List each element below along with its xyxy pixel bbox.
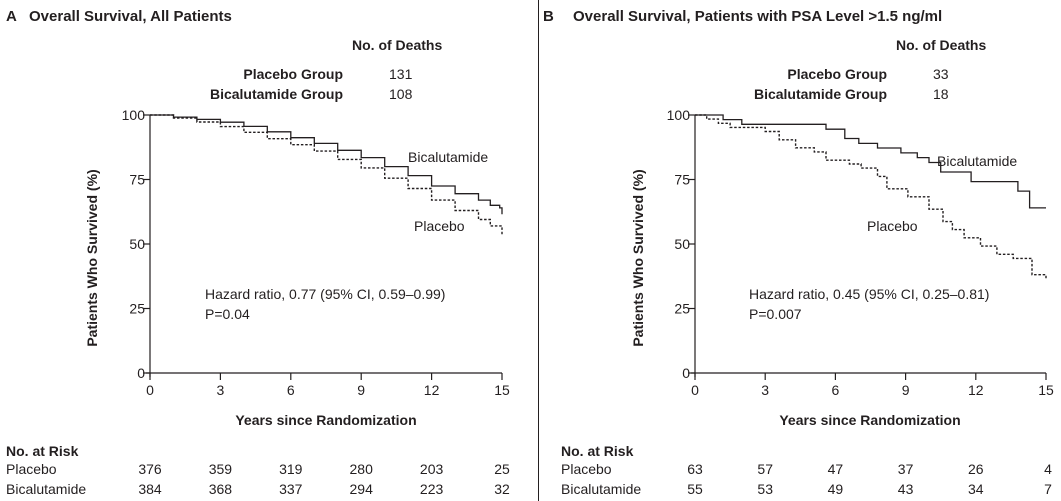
x-tick-label: 9 [902, 382, 910, 398]
x-tick-label: 3 [761, 382, 769, 398]
x-axis-label: Years since Randomization [779, 412, 960, 428]
panel-b-svg: B Overall Survival, Patients with PSA Le… [543, 8, 1054, 497]
risk-value: 4 [1044, 461, 1052, 477]
risk-value: 384 [138, 481, 162, 497]
deaths-value: 131 [389, 66, 413, 82]
y-tick-label: 25 [129, 301, 145, 317]
panel-b-letter: B [543, 8, 554, 25]
risk-value: 34 [968, 481, 984, 497]
x-tick-label: 0 [691, 382, 699, 398]
risk-value: 294 [350, 481, 374, 497]
series-label-bicalutamide: Bicalutamide [937, 153, 1017, 169]
risk-value: 319 [279, 461, 303, 477]
series-label-placebo: Placebo [867, 218, 918, 234]
risk-value: 37 [898, 461, 914, 477]
risk-value: 26 [968, 461, 984, 477]
risk-table-header: No. at Risk [6, 443, 79, 459]
risk-row-label: Placebo [6, 461, 57, 477]
deaths-group-label: Placebo Group [243, 66, 343, 82]
x-tick-label: 15 [1038, 382, 1054, 398]
risk-value: 63 [687, 461, 703, 477]
hazard-ratio-text: Hazard ratio, 0.45 (95% CI, 0.25–0.81) [749, 286, 989, 302]
y-tick-label: 0 [682, 365, 690, 381]
risk-value: 49 [828, 481, 844, 497]
risk-value: 368 [209, 481, 233, 497]
deaths-group-label: Bicalutamide Group [210, 86, 343, 102]
risk-value: 280 [350, 461, 374, 477]
placebo-curve [695, 114, 1047, 279]
x-tick-label: 6 [832, 382, 840, 398]
hazard-ratio-text: Hazard ratio, 0.77 (95% CI, 0.59–0.99) [205, 286, 445, 302]
p-value-text: P=0.007 [749, 306, 802, 322]
plot-area-a: 0 25 50 75 100 0 3 6 9 12 15 [122, 107, 510, 398]
y-tick-label: 25 [674, 301, 690, 317]
x-tick-label: 12 [968, 382, 984, 398]
risk-value: 359 [209, 461, 233, 477]
risk-value: 25 [494, 461, 510, 477]
risk-value: 203 [420, 461, 444, 477]
risk-row-label: Placebo [561, 461, 612, 477]
risk-value: 57 [757, 461, 773, 477]
risk-value: 32 [494, 481, 510, 497]
risk-value: 223 [420, 481, 444, 497]
x-tick-label: 3 [217, 382, 225, 398]
panel-b: B Overall Survival, Patients with PSA Le… [539, 0, 1061, 501]
y-tick-label: 75 [674, 172, 690, 188]
p-value-text: P=0.04 [205, 306, 250, 322]
y-tick-label: 100 [122, 107, 146, 123]
risk-value: 55 [687, 481, 703, 497]
deaths-header: No. of Deaths [896, 37, 986, 53]
deaths-header: No. of Deaths [352, 37, 442, 53]
risk-value: 53 [757, 481, 773, 497]
y-tick-label: 50 [129, 236, 145, 252]
x-tick-label: 9 [357, 382, 365, 398]
y-axis-label: Patients Who Survived (%) [84, 169, 100, 346]
deaths-group-label: Bicalutamide Group [754, 86, 887, 102]
risk-value: 47 [828, 461, 844, 477]
deaths-value: 33 [933, 66, 949, 82]
y-tick-label: 0 [137, 365, 145, 381]
risk-row-label: Bicalutamide [561, 481, 641, 497]
panel-divider [538, 0, 539, 501]
y-tick-label: 100 [667, 107, 691, 123]
panel-a-letter: A [6, 8, 17, 25]
risk-value: 43 [898, 481, 914, 497]
risk-value: 376 [138, 461, 162, 477]
x-tick-label: 6 [287, 382, 295, 398]
x-tick-label: 0 [146, 382, 154, 398]
x-tick-label: 12 [424, 382, 440, 398]
plot-area-b: 0 25 50 75 100 0 3 6 9 12 15 [667, 107, 1054, 398]
bicalutamide-curve [150, 114, 503, 215]
risk-values-b: 63 57 47 37 26 4 55 53 49 43 34 7 [687, 461, 1052, 497]
risk-values-a: 376 359 319 280 203 25 384 368 337 294 223 32 [138, 461, 510, 497]
x-axis-label: Years since Randomization [235, 412, 416, 428]
y-axis-label: Patients Who Survived (%) [630, 169, 646, 346]
panel-a-title: Overall Survival, All Patients [29, 8, 232, 25]
panel-a-svg: A Overall Survival, All Patients No. of … [6, 8, 510, 497]
series-label-placebo: Placebo [414, 218, 465, 234]
y-tick-label: 75 [129, 172, 145, 188]
panel-b-title: Overall Survival, Patients with PSA Leve… [573, 8, 942, 25]
risk-row-label: Bicalutamide [6, 481, 86, 497]
deaths-value: 18 [933, 86, 949, 102]
risk-value: 337 [279, 481, 303, 497]
bicalutamide-curve [695, 114, 1046, 209]
placebo-curve [150, 114, 503, 235]
panel-a: A Overall Survival, All Patients No. of … [6, 8, 510, 497]
y-tick-label: 50 [674, 236, 690, 252]
risk-value: 7 [1044, 481, 1052, 497]
x-tick-label: 15 [494, 382, 510, 398]
deaths-value: 108 [389, 86, 413, 102]
deaths-group-label: Placebo Group [787, 66, 887, 82]
risk-table-header: No. at Risk [561, 443, 634, 459]
series-label-bicalutamide: Bicalutamide [408, 149, 488, 165]
